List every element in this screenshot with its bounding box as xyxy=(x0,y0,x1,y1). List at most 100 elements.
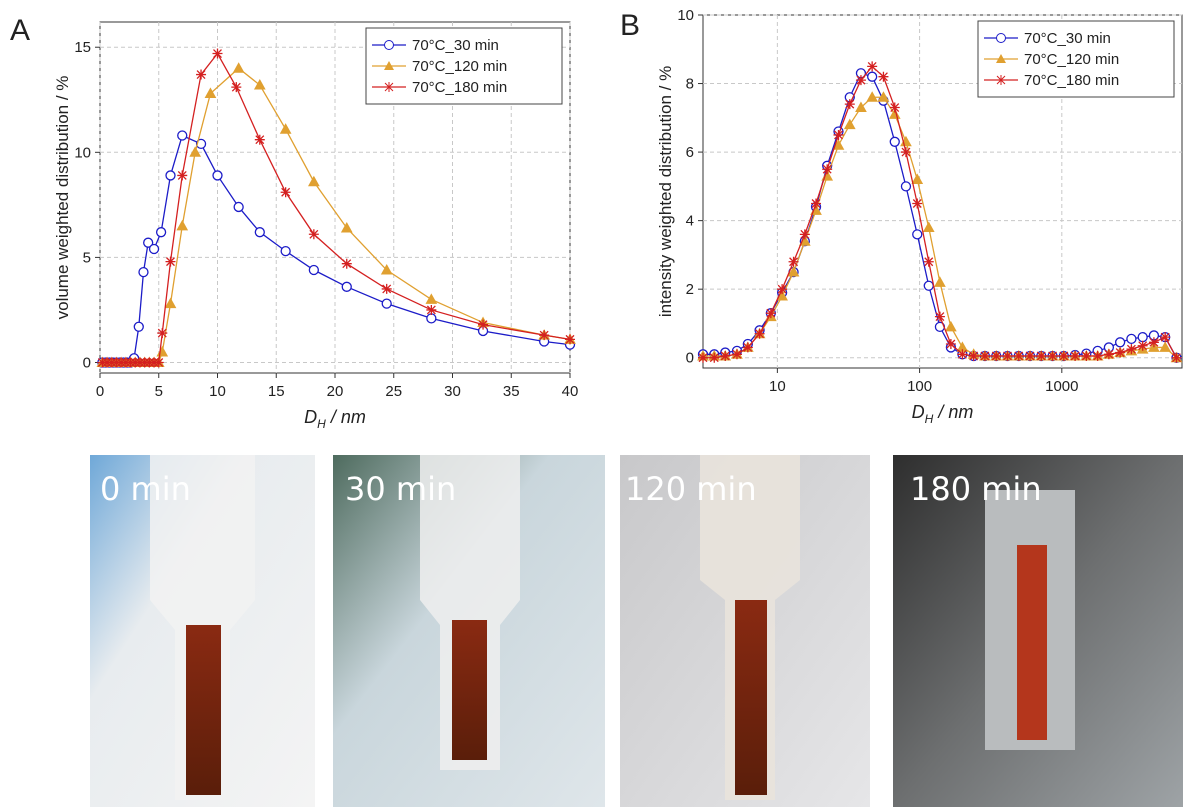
marker xyxy=(1115,347,1126,358)
marker xyxy=(934,311,945,322)
marker xyxy=(212,48,223,59)
marker xyxy=(867,71,878,82)
marker xyxy=(138,266,149,278)
legend-label: 70°C_30 min xyxy=(1024,30,1111,47)
marker xyxy=(698,352,708,363)
y-tick-label: 5 xyxy=(83,249,91,266)
marker xyxy=(195,138,207,150)
marker xyxy=(340,221,353,233)
x-tick-label: 0 xyxy=(96,383,104,400)
marker xyxy=(945,339,956,350)
y-tick-label: 0 xyxy=(686,350,694,367)
x-tick-label: 10 xyxy=(769,378,786,395)
marker xyxy=(855,101,867,113)
marker xyxy=(709,352,720,363)
x-axis-label: DH / nm xyxy=(912,402,974,426)
photo-label: 120 min xyxy=(625,470,757,508)
marker xyxy=(889,136,900,147)
marker xyxy=(889,102,900,113)
marker xyxy=(254,227,265,238)
liquid xyxy=(735,600,767,795)
x-axis-label-sub: H xyxy=(317,417,326,431)
marker xyxy=(777,284,788,295)
legend-marker xyxy=(996,54,1006,63)
marker xyxy=(912,229,923,240)
marker xyxy=(279,123,292,134)
marker xyxy=(280,245,291,257)
marker xyxy=(1126,333,1137,345)
marker xyxy=(341,258,352,269)
marker xyxy=(822,164,833,175)
marker xyxy=(900,147,911,158)
legend-label: 70°C_180 min xyxy=(412,79,507,96)
x-axis-label: DH / nm xyxy=(304,407,366,431)
legend-marker xyxy=(996,33,1006,43)
marker xyxy=(153,357,164,368)
marker xyxy=(133,321,144,332)
marker xyxy=(867,61,878,72)
legend-marker xyxy=(996,75,1006,85)
liquid xyxy=(186,625,221,795)
marker xyxy=(1047,351,1058,362)
marker xyxy=(1160,332,1171,343)
marker xyxy=(1058,351,1069,362)
legend-marker xyxy=(384,40,394,50)
x-tick-label: 10 xyxy=(209,383,226,400)
x-axis-label-main: D xyxy=(912,402,925,422)
marker xyxy=(1013,351,1024,362)
x-axis-label-main: D xyxy=(304,407,317,427)
x-tick-label: 100 xyxy=(907,378,932,395)
marker xyxy=(233,201,244,213)
marker xyxy=(900,181,912,192)
marker xyxy=(341,281,352,292)
marker xyxy=(232,62,245,73)
x-tick-label: 30 xyxy=(444,383,461,400)
marker xyxy=(148,243,160,255)
marker xyxy=(1036,351,1047,362)
marker xyxy=(855,75,866,86)
marker xyxy=(832,139,845,150)
marker xyxy=(811,198,822,209)
marker xyxy=(426,304,437,315)
marker xyxy=(1103,349,1114,360)
photos xyxy=(90,455,1183,807)
marker xyxy=(381,298,392,309)
x-tick-label: 1000 xyxy=(1045,378,1078,395)
marker xyxy=(991,351,1002,362)
marker xyxy=(254,134,265,145)
marker xyxy=(1148,337,1159,348)
marker xyxy=(189,146,202,157)
marker xyxy=(1025,351,1036,362)
x-tick-label: 20 xyxy=(327,383,344,400)
marker xyxy=(231,82,242,93)
marker xyxy=(176,219,189,231)
marker xyxy=(177,130,188,141)
y-tick-label: 0 xyxy=(83,354,91,371)
marker xyxy=(1081,351,1092,362)
marker xyxy=(1171,352,1182,363)
marker xyxy=(742,342,753,353)
marker xyxy=(923,256,934,267)
marker xyxy=(308,175,320,187)
marker xyxy=(380,263,393,275)
marker xyxy=(765,308,776,319)
marker xyxy=(720,351,731,362)
marker xyxy=(381,283,392,294)
y-tick-label: 4 xyxy=(686,213,694,230)
marker xyxy=(157,328,168,339)
y-tick-label: 8 xyxy=(686,76,694,93)
marker xyxy=(212,170,223,181)
y-tick-label: 10 xyxy=(74,144,91,161)
marker xyxy=(155,227,167,238)
marker xyxy=(1002,351,1013,362)
x-axis-label-rest: / nm xyxy=(326,407,366,427)
photo-label: 180 min xyxy=(910,470,1042,508)
marker xyxy=(833,129,844,140)
marker xyxy=(165,256,176,267)
marker xyxy=(731,349,742,360)
x-axis-label-rest: / nm xyxy=(933,402,973,422)
marker xyxy=(425,293,438,304)
legend-label: 70°C_180 min xyxy=(1024,72,1119,89)
x-axis-label-sub: H xyxy=(925,412,934,426)
